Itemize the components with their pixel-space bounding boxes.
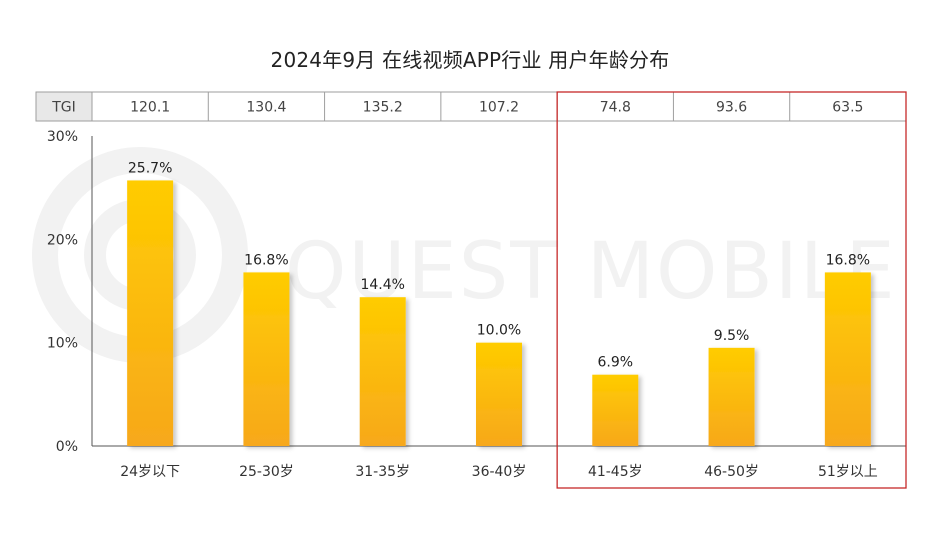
tgi-value: 93.6 (716, 100, 747, 116)
x-category-label: 36-40岁 (472, 464, 527, 480)
y-tick-label: 0% (56, 439, 78, 455)
bar (824, 272, 871, 446)
tgi-value: 130.4 (246, 100, 286, 116)
bar (359, 297, 406, 446)
x-category-label: 51岁以上 (818, 464, 878, 480)
tgi-label: TGI (51, 100, 76, 116)
bar-value-label: 9.5% (714, 328, 750, 344)
x-category-label: 31-35岁 (355, 464, 410, 480)
bar-value-label: 10.0% (477, 323, 521, 339)
x-category-label: 46-50岁 (704, 464, 759, 480)
tgi-value: 107.2 (479, 100, 519, 116)
bar (592, 374, 639, 446)
highlight-box (556, 91, 907, 489)
bar-value-label: 25.7% (128, 160, 172, 176)
tgi-value: 74.8 (600, 100, 631, 116)
tgi-value: 63.5 (832, 100, 863, 116)
tgi-row: TGI 120.1 130.4 135.2 107.2 74.8 93.6 63.5 (35, 91, 907, 122)
bar-value-label: 16.8% (826, 252, 870, 268)
bar (127, 180, 174, 446)
y-tick-label: 20% (47, 232, 78, 248)
bar-value-label: 14.4% (360, 277, 404, 293)
tgi-value: 135.2 (363, 100, 403, 116)
highlight-rectangle (556, 91, 907, 489)
bars (127, 180, 871, 446)
x-category-label: 24岁以下 (120, 464, 180, 480)
bar-value-label: 16.8% (244, 252, 288, 268)
bar (243, 272, 290, 446)
y-tick-label: 10% (47, 336, 78, 352)
chart-title: 2024年9月 在线视频APP行业 用户年龄分布 (270, 48, 670, 72)
bar (476, 342, 522, 446)
y-tick-label: 30% (47, 129, 78, 145)
bar (708, 347, 755, 446)
bar-value-label: 6.9% (597, 355, 633, 371)
x-category-label: 41-45岁 (588, 464, 643, 480)
x-category-label: 25-30岁 (239, 464, 294, 480)
tgi-value: 120.1 (130, 100, 170, 116)
data-labels: 25.7% 24岁以下 16.8% 25-30岁 14.4% 31-35岁 10.0% 36-… (120, 160, 878, 480)
tgi-label-cell (35, 91, 93, 122)
